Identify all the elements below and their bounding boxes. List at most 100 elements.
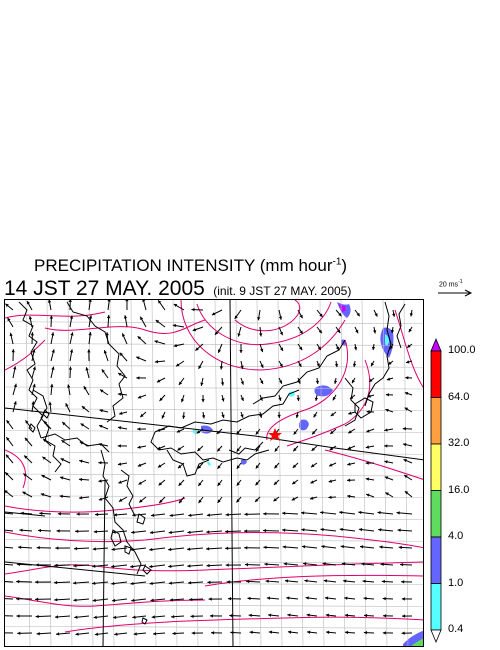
wind-vector-head bbox=[54, 615, 59, 619]
wind-vector-head bbox=[92, 564, 96, 568]
wind-vector-head bbox=[13, 401, 17, 405]
grid-line bbox=[361, 300, 367, 646]
wind-vector-head bbox=[401, 580, 405, 584]
wind-vector-head bbox=[39, 511, 43, 516]
wind-vector-head bbox=[348, 411, 352, 415]
wind-vector-head bbox=[178, 381, 183, 385]
colorbar-tick-label: 64.0 bbox=[448, 390, 470, 403]
island bbox=[142, 565, 152, 575]
coastline bbox=[364, 301, 392, 407]
wind-vector-head bbox=[78, 496, 83, 500]
wind-vector-head bbox=[99, 424, 103, 429]
grid-line bbox=[25, 300, 31, 646]
wind-vector-head bbox=[248, 613, 252, 618]
wind-vector-head bbox=[255, 481, 259, 486]
wind-vector-head bbox=[408, 328, 412, 333]
wind-vector-head bbox=[225, 513, 229, 517]
wind-vector-head bbox=[366, 410, 370, 414]
wind-vector-head bbox=[32, 383, 36, 388]
wind-vector-head bbox=[138, 481, 142, 485]
colorbar-swatches bbox=[430, 337, 442, 643]
wind-vector-head bbox=[88, 315, 93, 319]
wind-vector-head bbox=[338, 312, 342, 317]
coastline bbox=[40, 433, 110, 453]
wind-vector-head bbox=[42, 456, 46, 460]
wind-vector-head bbox=[154, 360, 159, 364]
wind-vector-head bbox=[98, 442, 102, 447]
wind-vector-head bbox=[92, 547, 96, 551]
wind-vector-head bbox=[404, 491, 409, 495]
wind-vector-head bbox=[229, 613, 233, 618]
wind-vector-head bbox=[54, 580, 58, 585]
wind-vector-head bbox=[240, 414, 244, 418]
wind-vector-head bbox=[48, 401, 52, 405]
boundary-line bbox=[5, 511, 46, 517]
colorbar-tick-label: 1.0 bbox=[448, 576, 464, 589]
wind-vector-head bbox=[114, 632, 118, 636]
island bbox=[110, 529, 122, 547]
wind-vector-head bbox=[206, 547, 210, 551]
wind-vector-head bbox=[292, 481, 296, 485]
lat-lon-grid bbox=[5, 300, 423, 646]
wind-vector-head bbox=[139, 499, 143, 503]
wind-vector-head bbox=[244, 512, 248, 516]
wind-vector-head bbox=[112, 615, 117, 619]
wind-vector-head bbox=[130, 581, 134, 586]
contour-line bbox=[5, 531, 146, 543]
wind-vector-head bbox=[36, 546, 40, 550]
wind-vector-head bbox=[9, 332, 13, 337]
colorbar-swatch bbox=[430, 490, 442, 538]
wind-vector-head bbox=[137, 427, 141, 431]
wind-vector-head bbox=[279, 331, 283, 336]
wind-vector-head bbox=[259, 333, 263, 337]
wind-vector-head bbox=[278, 316, 283, 320]
wind-vector-head bbox=[79, 459, 83, 463]
wind-vector-head bbox=[356, 312, 360, 317]
contour-line bbox=[394, 309, 423, 388]
vector-reference-exp: -1 bbox=[458, 279, 463, 285]
wind-vector-head bbox=[117, 444, 121, 448]
wind-vector-head bbox=[293, 447, 297, 452]
wind-vector-head bbox=[25, 420, 29, 424]
wind-vector-head bbox=[236, 499, 240, 503]
wind-vector bbox=[107, 300, 110, 311]
wind-vector-head bbox=[137, 336, 142, 340]
wind-vector-head bbox=[257, 317, 261, 321]
wind-vector-head bbox=[130, 564, 134, 569]
wind-vector-head bbox=[384, 476, 389, 480]
grid-line bbox=[5, 560, 423, 564]
red-star-marker bbox=[268, 428, 282, 441]
wind-vector-head bbox=[131, 598, 135, 603]
wind-vector-head bbox=[326, 630, 330, 634]
wind-vector-head bbox=[80, 423, 85, 427]
wind-vector-head bbox=[291, 497, 296, 501]
title-exponent: -1 bbox=[332, 256, 342, 268]
wind-vector-head bbox=[40, 493, 45, 497]
wind-vector-head bbox=[384, 428, 388, 432]
wind-vector-head bbox=[159, 397, 163, 402]
wind-vector-head bbox=[246, 579, 250, 584]
wind-vector-head bbox=[118, 373, 122, 377]
wind-vector-head bbox=[263, 545, 267, 550]
grid-line bbox=[298, 300, 304, 646]
wind-vector-head bbox=[197, 447, 201, 452]
grid-line bbox=[5, 386, 423, 390]
wind-vector-head bbox=[335, 346, 340, 351]
wind-vector-head bbox=[83, 386, 87, 390]
wind-vector-head bbox=[88, 300, 92, 302]
wind-vector-head bbox=[74, 546, 78, 551]
wind-vector-head bbox=[142, 300, 146, 302]
wind-vector-head bbox=[47, 300, 52, 303]
wind-vector-head bbox=[43, 420, 48, 425]
wind-vector-head bbox=[310, 464, 315, 468]
wind-vector-head bbox=[366, 429, 370, 433]
grid-line bbox=[5, 495, 423, 499]
wind-vector-head bbox=[17, 631, 21, 635]
wind-vector-head bbox=[259, 414, 263, 418]
wind-vector-head bbox=[149, 530, 154, 535]
wind-vector-head bbox=[201, 399, 205, 403]
wind-vector-head bbox=[301, 511, 305, 515]
wind-vector-head bbox=[337, 329, 341, 334]
wind-vector-head bbox=[255, 498, 259, 502]
wind-vector-head bbox=[137, 445, 141, 449]
